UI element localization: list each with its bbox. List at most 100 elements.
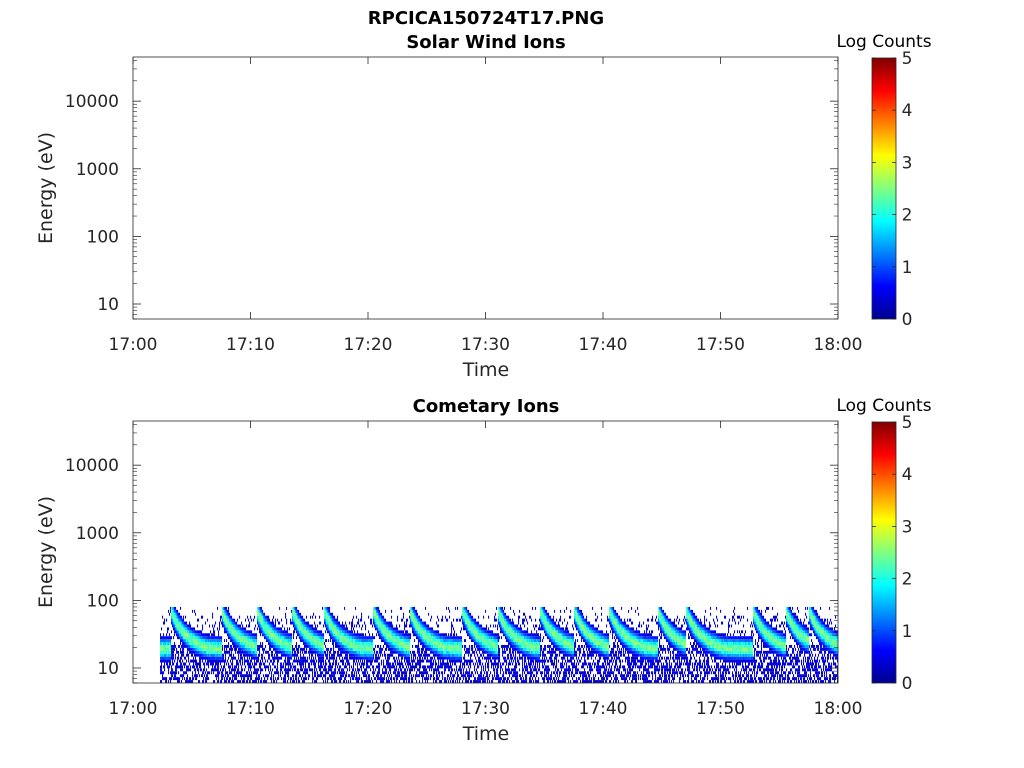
heatmap-cell xyxy=(321,653,323,657)
heatmap-cell xyxy=(433,677,435,681)
heatmap-cell xyxy=(412,677,414,681)
heatmap-cell xyxy=(177,662,179,666)
heatmap-cell xyxy=(302,615,304,619)
heatmap-cell xyxy=(408,665,410,669)
heatmap-cell xyxy=(231,644,233,648)
heatmap-cell xyxy=(335,662,337,666)
heatmap-cell xyxy=(412,612,414,616)
heatmap-cell xyxy=(332,636,334,640)
heatmap-cell xyxy=(268,618,270,622)
heatmap-cell xyxy=(371,650,373,654)
heatmap-cell xyxy=(391,677,393,681)
heatmap-cell xyxy=(298,627,300,631)
heatmap-cell xyxy=(180,659,182,663)
heatmap-cell xyxy=(387,659,389,663)
heatmap-cell xyxy=(221,621,223,625)
heatmap-cell xyxy=(410,668,412,672)
heatmap-cell xyxy=(206,680,208,683)
heatmap-cell xyxy=(211,639,213,643)
heatmap-cell xyxy=(172,668,174,672)
heatmap-cell xyxy=(192,671,194,675)
heatmap-cell xyxy=(364,621,366,625)
heatmap-cell xyxy=(218,680,220,683)
heatmap-cell xyxy=(177,612,179,616)
heatmap-cell xyxy=(308,624,310,628)
heatmap-cell xyxy=(379,612,381,616)
heatmap-cell xyxy=(450,633,452,637)
heatmap-cell xyxy=(170,606,172,610)
heatmap-cell xyxy=(362,639,364,643)
heatmap-cell xyxy=(401,671,403,675)
heatmap-cell xyxy=(210,639,212,643)
heatmap-cell xyxy=(303,630,305,634)
heatmap-cell xyxy=(312,677,314,681)
heatmap-cell xyxy=(241,630,243,634)
heatmap-cell xyxy=(288,653,290,657)
heatmap-cell xyxy=(172,618,174,622)
heatmap-cell xyxy=(319,642,321,645)
heatmap-cell xyxy=(181,662,183,666)
heatmap-cell xyxy=(246,642,248,645)
heatmap-cell xyxy=(292,668,294,672)
heatmap-cell xyxy=(450,639,452,643)
heatmap-cell xyxy=(438,639,440,643)
heatmap-cell xyxy=(363,636,365,640)
heatmap-cell xyxy=(332,665,334,669)
heatmap-cell xyxy=(242,662,244,666)
heatmap-cell xyxy=(353,656,355,660)
heatmap-cell xyxy=(336,656,338,660)
heatmap-cell xyxy=(373,618,375,622)
heatmap-cell xyxy=(404,668,406,672)
heatmap-cell xyxy=(430,677,432,681)
heatmap-cell xyxy=(468,647,470,651)
heatmap-cell xyxy=(322,644,324,648)
heatmap-cell xyxy=(259,606,261,610)
heatmap-cell xyxy=(428,636,430,640)
heatmap-cell xyxy=(161,659,163,663)
heatmap-cell xyxy=(246,680,248,683)
heatmap-cell xyxy=(406,639,408,643)
heatmap-cell xyxy=(264,636,266,640)
heatmap-cell xyxy=(284,636,286,640)
heatmap-cell xyxy=(170,662,172,666)
heatmap-cell xyxy=(382,621,384,625)
heatmap-cell xyxy=(211,650,213,654)
heatmap-cell xyxy=(213,668,215,672)
heatmap-cell xyxy=(183,615,185,619)
heatmap-cell xyxy=(250,636,252,640)
heatmap-cell xyxy=(449,609,451,613)
heatmap-cell xyxy=(433,662,435,666)
heatmap-cell xyxy=(259,662,261,666)
heatmap-cell xyxy=(452,639,454,643)
heatmap-cell xyxy=(324,642,326,645)
heatmap-cell xyxy=(470,630,472,634)
heatmap-cell xyxy=(328,621,330,625)
heatmap-cell xyxy=(177,659,179,663)
heatmap-cell xyxy=(441,671,443,675)
heatmap-cell xyxy=(348,639,350,643)
heatmap-cell xyxy=(245,633,247,637)
heatmap-cell xyxy=(218,668,220,672)
heatmap-cell xyxy=(202,671,204,675)
heatmap-cell xyxy=(338,668,340,672)
heatmap-cell xyxy=(311,656,313,660)
heatmap-cell xyxy=(168,644,170,648)
heatmap-cell xyxy=(287,642,289,645)
heatmap-cell xyxy=(192,650,194,654)
heatmap-cell xyxy=(473,621,475,625)
heatmap-cell xyxy=(405,639,407,643)
heatmap-cell xyxy=(461,653,463,657)
heatmap-cell xyxy=(409,636,411,640)
heatmap-cell xyxy=(238,624,240,628)
heatmap-cell xyxy=(288,677,290,681)
heatmap-cell xyxy=(334,639,336,643)
heatmap-cell xyxy=(414,627,416,631)
heatmap-cell xyxy=(253,665,255,669)
heatmap-cell xyxy=(248,633,250,637)
heatmap-cell xyxy=(225,609,227,613)
heatmap-cell xyxy=(377,659,379,663)
heatmap-cell xyxy=(212,624,214,628)
heatmap-cell xyxy=(470,665,472,669)
heatmap-cell xyxy=(175,665,177,669)
heatmap-cell xyxy=(390,636,392,640)
